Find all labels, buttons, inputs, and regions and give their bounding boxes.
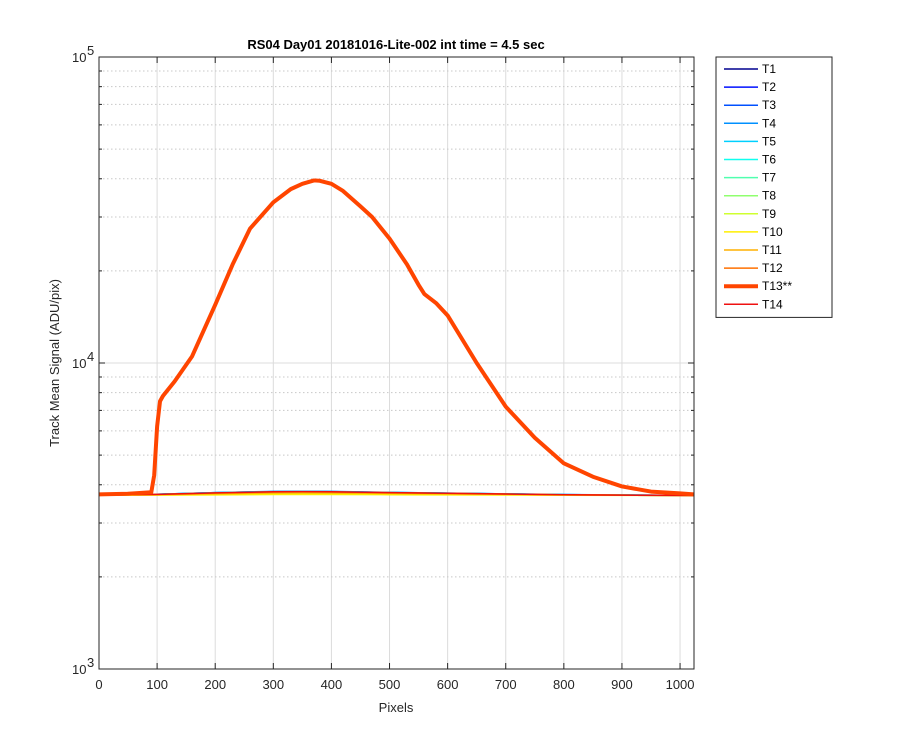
legend-label: T1: [762, 62, 776, 76]
y-tick-label-base: 10: [72, 662, 86, 677]
x-tick-label: 300: [262, 677, 284, 692]
legend-label: T14: [762, 297, 783, 311]
x-tick-label: 700: [495, 677, 517, 692]
x-tick-label: 600: [437, 677, 459, 692]
legend-label: T11: [762, 243, 782, 257]
x-tick-label: 800: [553, 677, 575, 692]
legend-label: T4: [762, 116, 776, 130]
legend-label: T2: [762, 80, 776, 94]
y-tick-label-base: 10: [72, 50, 86, 65]
x-tick-label: 900: [611, 677, 633, 692]
series-line-t14: [99, 490, 694, 497]
legend-label: T7: [762, 171, 776, 185]
legend-label: T12: [762, 261, 783, 275]
legend-label: T8: [762, 189, 776, 203]
legend: T1 T2 T3 T4 T5 T6 T7 T8 T9 T10 T11 T12 T13** T14: [715, 56, 833, 318]
legend-label: T6: [762, 153, 776, 167]
x-tick-label: 200: [204, 677, 226, 692]
series-lines: [99, 178, 694, 497]
y-tick-label-base: 10: [72, 356, 86, 371]
series-line-t13: [99, 178, 694, 497]
x-tick-label: 100: [146, 677, 168, 692]
legend-label: T9: [762, 207, 776, 221]
legend-label: T5: [762, 134, 776, 148]
x-axis-label: Pixels: [379, 700, 414, 715]
y-tick-label-exponent: 3: [87, 655, 94, 670]
legend-box: [715, 56, 833, 318]
x-tick-label: 1000: [666, 677, 695, 692]
legend-label: T13**: [762, 279, 792, 293]
x-tick-label: 0: [95, 677, 102, 692]
legend-label: T10: [762, 225, 783, 239]
chart-title: RS04 Day01 20181016-Lite-002 int time = …: [247, 37, 544, 52]
x-tick-label: 400: [321, 677, 343, 692]
y-tick-label-exponent: 4: [87, 349, 94, 364]
y-axis-label: Track Mean Signal (ADU/pix): [47, 279, 62, 447]
y-tick-label-exponent: 5: [87, 43, 94, 58]
x-tick-label: 500: [379, 677, 401, 692]
legend-label: T3: [762, 98, 776, 112]
